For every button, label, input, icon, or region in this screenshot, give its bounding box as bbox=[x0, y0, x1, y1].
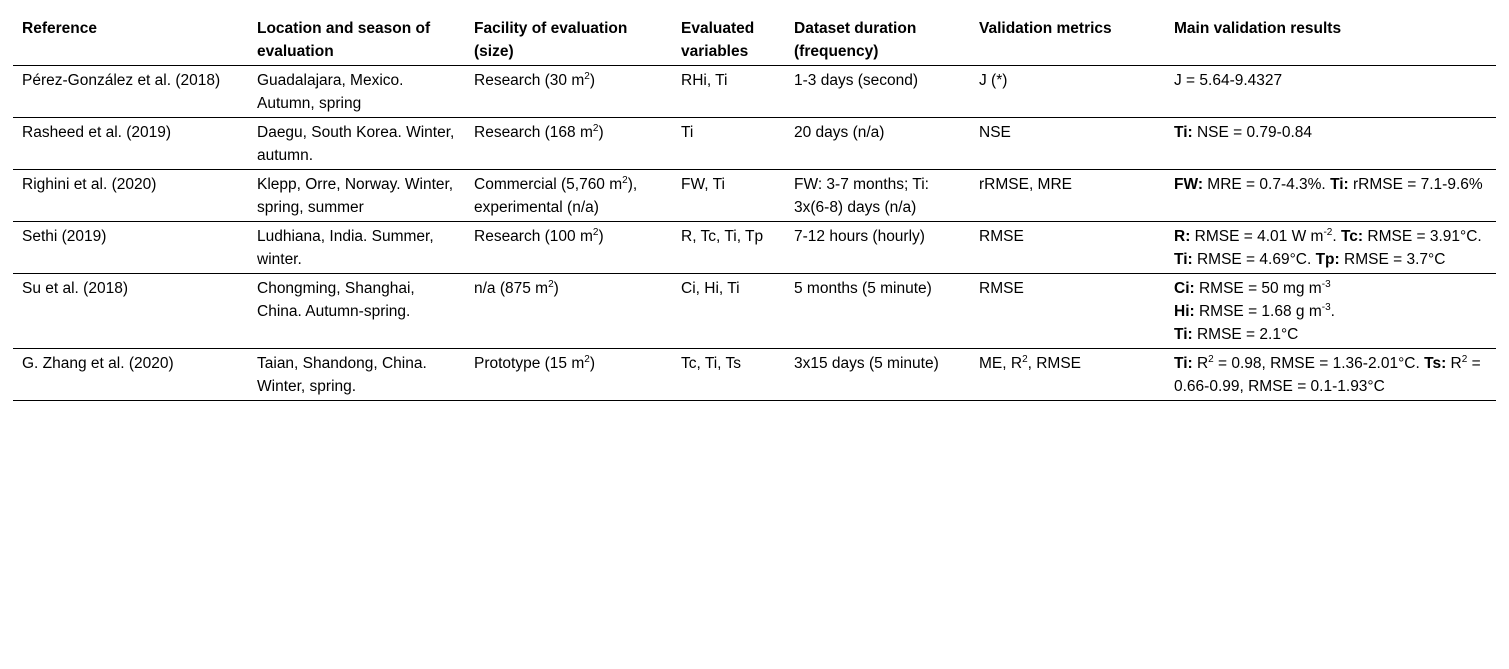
cell-duration: 1-3 days (second) bbox=[785, 65, 970, 118]
cell-metrics: NSE bbox=[970, 117, 1165, 170]
cell-location: Daegu, South Korea. Winter, autumn. bbox=[248, 117, 465, 170]
cell-reference: Pérez-González et al. (2018) bbox=[13, 65, 248, 118]
table-container: Reference Location and season of evaluat… bbox=[13, 12, 1496, 401]
cell-facility: Prototype (15 m2) bbox=[465, 348, 672, 401]
cell-reference: Righini et al. (2020) bbox=[13, 169, 248, 222]
cell-results: J = 5.64-9.4327 bbox=[1165, 65, 1496, 118]
header-row: Reference Location and season of evaluat… bbox=[13, 12, 1496, 66]
cell-metrics: J (*) bbox=[970, 65, 1165, 118]
cell-facility: n/a (875 m2) bbox=[465, 273, 672, 349]
cell-location: Chongming, Shanghai, China. Autumn-sprin… bbox=[248, 273, 465, 349]
cell-location: Guadalajara, Mexico. Autumn, spring bbox=[248, 65, 465, 118]
cell-results: Ci: RMSE = 50 mg m-3 Hi: RMSE = 1.68 g m-… bbox=[1165, 273, 1496, 349]
superscript: 2 bbox=[592, 122, 599, 134]
superscript: 2 bbox=[592, 226, 599, 238]
cell-results: FW: MRE = 0.7-4.3%. Ti: rRMSE = 7.1-9.6% bbox=[1165, 169, 1496, 222]
cell-metrics: RMSE bbox=[970, 221, 1165, 274]
cell-facility: Research (168 m2) bbox=[465, 117, 672, 170]
variable-label: Ti: bbox=[1174, 326, 1193, 343]
cell-facility: Commercial (5,760 m2), experimental (n/a… bbox=[465, 169, 672, 222]
table-row: G. Zhang et al. (2020) Taian, Shandong, C… bbox=[13, 348, 1496, 401]
cell-location: Taian, Shandong, China. Winter, spring. bbox=[248, 348, 465, 401]
header-reference: Reference bbox=[13, 12, 248, 66]
cell-location: Klepp, Orre, Norway. Winter, spring, sum… bbox=[248, 169, 465, 222]
cell-reference: Rasheed et al. (2019) bbox=[13, 117, 248, 170]
superscript: 2 bbox=[622, 174, 628, 186]
superscript: 2 bbox=[1208, 353, 1214, 365]
cell-variables: Ti bbox=[672, 117, 785, 170]
variable-label: Tp: bbox=[1315, 251, 1340, 268]
header-location: Location and season of evaluation bbox=[248, 12, 465, 66]
variable-label: Hi: bbox=[1174, 303, 1195, 320]
cell-reference: G. Zhang et al. (2020) bbox=[13, 348, 248, 401]
cell-duration: 7-12 hours (hourly) bbox=[785, 221, 970, 274]
cell-duration: FW: 3-7 months; Ti: 3x(6-8) days (n/a) bbox=[785, 169, 970, 222]
header-results: Main validation results bbox=[1165, 12, 1496, 66]
cell-results: R: RMSE = 4.01 W m-2. Tc: RMSE = 3.91°C.… bbox=[1165, 221, 1496, 274]
cell-metrics: RMSE bbox=[970, 273, 1165, 349]
superscript: 2 bbox=[1461, 353, 1468, 365]
table-row: Pérez-González et al. (2018) Guadalajara,… bbox=[13, 65, 1496, 118]
variable-label: Ts: bbox=[1424, 355, 1447, 372]
table-row: Su et al. (2018) Chongming, Shanghai, Chi… bbox=[13, 273, 1496, 349]
cell-variables: Ci, Hi, Ti bbox=[672, 273, 785, 349]
superscript: 2 bbox=[1022, 353, 1028, 365]
cell-location: Ludhiana, India. Summer, winter. bbox=[248, 221, 465, 274]
cell-metrics: rRMSE, MRE bbox=[970, 169, 1165, 222]
superscript: -2 bbox=[1323, 226, 1333, 238]
superscript: 2 bbox=[584, 70, 590, 82]
cell-reference: Su et al. (2018) bbox=[13, 273, 248, 349]
variable-label: Ti: bbox=[1174, 124, 1193, 141]
variable-label: Ti: bbox=[1174, 251, 1193, 268]
variable-label: Tc: bbox=[1340, 228, 1364, 245]
cell-reference: Sethi (2019) bbox=[13, 221, 248, 274]
header-variables: Evaluated variables bbox=[672, 12, 785, 66]
header-facility: Facility of evaluation (size) bbox=[465, 12, 672, 66]
cell-results: Ti: NSE = 0.79-0.84 bbox=[1165, 117, 1496, 170]
superscript: -3 bbox=[1321, 301, 1331, 313]
cell-variables: FW, Ti bbox=[672, 169, 785, 222]
table-row: Sethi (2019) Ludhiana, India. Summer, win… bbox=[13, 221, 1496, 274]
cell-duration: 20 days (n/a) bbox=[785, 117, 970, 170]
superscript: -3 bbox=[1321, 278, 1331, 290]
cell-variables: RHi, Ti bbox=[672, 65, 785, 118]
cell-duration: 3x15 days (5 minute) bbox=[785, 348, 970, 401]
validation-table: Reference Location and season of evaluat… bbox=[13, 12, 1496, 401]
table-row: Rasheed et al. (2019) Daegu, South Korea.… bbox=[13, 117, 1496, 170]
cell-metrics: ME, R2, RMSE bbox=[970, 348, 1165, 401]
variable-label: Ci: bbox=[1174, 280, 1195, 297]
cell-variables: R, Tc, Ti, Tp bbox=[672, 221, 785, 274]
header-duration: Dataset duration (frequency) bbox=[785, 12, 970, 66]
cell-variables: Tc, Ti, Ts bbox=[672, 348, 785, 401]
superscript: 2 bbox=[548, 278, 554, 290]
cell-facility: Research (100 m2) bbox=[465, 221, 672, 274]
superscript: 2 bbox=[584, 353, 590, 365]
variable-label: Ti: bbox=[1330, 176, 1349, 193]
variable-label: Ti: bbox=[1174, 355, 1193, 372]
cell-results: Ti: R2 = 0.98, RMSE = 1.36-2.01°C. Ts: R… bbox=[1165, 348, 1496, 401]
header-metrics: Validation metrics bbox=[970, 12, 1165, 66]
table-body: Pérez-González et al. (2018) Guadalajara,… bbox=[13, 65, 1496, 401]
cell-facility: Research (30 m2) bbox=[465, 65, 672, 118]
variable-label: FW: bbox=[1174, 176, 1203, 193]
cell-duration: 5 months (5 minute) bbox=[785, 273, 970, 349]
table-row: Righini et al. (2020) Klepp, Orre, Norway… bbox=[13, 169, 1496, 222]
variable-label: R: bbox=[1174, 228, 1191, 245]
